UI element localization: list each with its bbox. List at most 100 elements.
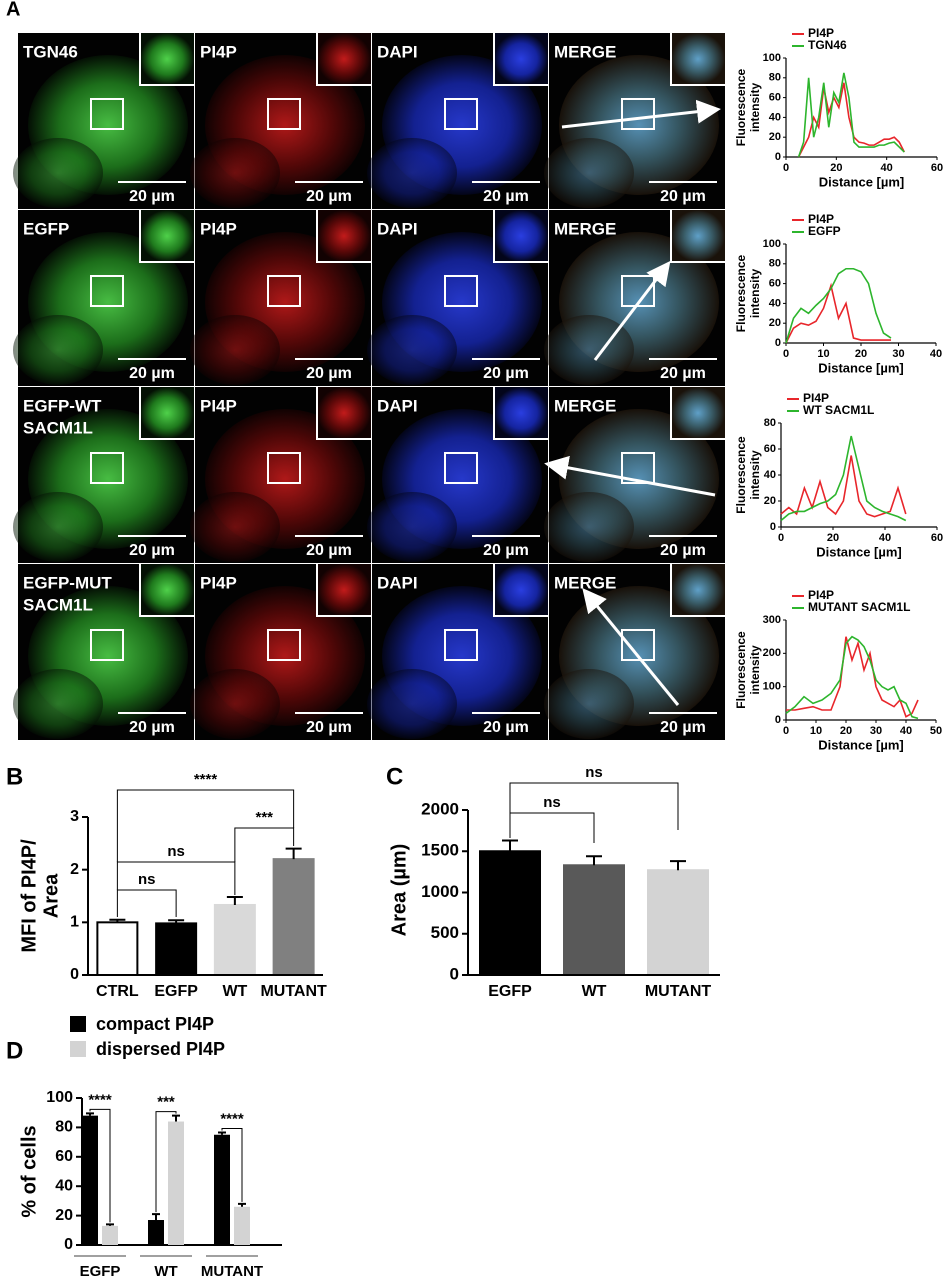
y-tick-label: 20 [55,1207,73,1224]
channel-label: DAPI [377,219,418,238]
channel-label: MERGE [554,396,616,415]
cell-signal [544,138,634,208]
inset [494,210,548,262]
y-tick-label: 2000 [421,799,459,818]
legend-label: PI4P [803,391,829,405]
inset-border [316,387,371,440]
inset-border [670,210,725,263]
x-tick-label: WT [582,983,607,1000]
error-bar [106,1223,114,1226]
roi-box [621,98,655,130]
cell-signal [544,315,634,385]
y-tick-label: 500 [431,923,459,942]
significance-bracket [116,889,177,917]
bar [647,869,709,976]
x-tick-label: 60 [931,162,943,174]
profile-line [785,267,892,344]
profile-arrow [593,260,671,361]
y-tick-label: 1 [70,914,79,931]
legend-label: PI4P [808,212,834,226]
legend-label: dispersed PI4P [96,1039,225,1059]
profile-line [797,82,905,158]
x-tick-label: MUTANT [201,1263,263,1280]
y-axis-label: intensity [748,645,762,695]
x-tick-label: 60 [931,532,943,544]
bar [272,858,315,977]
channel-label: PI4P [200,42,237,61]
inset [671,210,725,262]
inset-border [139,564,194,617]
inset [140,33,194,85]
channel-label: DAPI [377,42,418,61]
significance-label: *** [255,809,273,826]
scale-label: 20 µm [306,719,352,736]
y-axis-label: Fluorescence [734,631,748,709]
inset-border [670,33,725,86]
x-axis-label: Distance [µm] [818,737,904,752]
panel-letter: D [6,1037,23,1064]
y-tick-label: 0 [775,151,781,163]
y-axis-label: Area (µm) [388,844,410,937]
x-axis-label: Distance [µm] [819,174,905,189]
scale-label: 20 µm [306,542,352,559]
significance-label: ns [585,764,603,781]
x-tick-label: 50 [930,725,942,737]
cell-signal [367,669,457,739]
inset-border [316,33,371,86]
cell-signal [367,492,457,562]
significance-label: **** [220,1111,244,1128]
x-tick-label: 40 [881,162,893,174]
y-axis-label: intensity [748,269,762,319]
y-tick-label: 40 [55,1177,73,1194]
profile-arrow [561,99,721,129]
y-tick-label: 0 [770,521,776,533]
inset [140,387,194,439]
x-tick-label: CTRL [96,983,139,1000]
scale-label: 20 µm [660,542,706,559]
channel-label: SACM1L [23,595,93,614]
significance-label: ns [167,843,185,860]
cell-signal [13,138,103,208]
scale-label: 20 µm [129,188,175,205]
x-tick-label: 20 [827,532,839,544]
channel-label: MERGE [554,573,616,592]
y-axis-label: Fluorescence [734,436,748,514]
cell-signal [13,492,103,562]
error-bar [285,847,302,860]
roi-box [90,98,124,130]
legend-label: TGN46 [808,38,847,52]
y-tick-label: 100 [763,681,781,693]
significance-bracket [116,789,295,862]
scale-label: 20 µm [483,719,529,736]
y-axis-label: % of cells [18,1125,40,1217]
y-tick-label: 20 [769,317,781,329]
x-tick-label: 10 [810,725,822,737]
error-bar [502,839,518,852]
legend-label: MUTANT SACM1L [808,600,910,614]
bar [96,921,139,976]
channel-label: MERGE [554,219,616,238]
y-tick-label: 0 [775,337,781,349]
panel-letter: B [6,763,23,790]
y-axis-label: intensity [748,450,762,500]
inset-border [493,33,548,86]
inset [317,564,371,616]
inset [140,210,194,262]
legend-swatch [70,1016,86,1032]
inset [671,387,725,439]
cell-signal [13,669,103,739]
significance-bracket [509,812,595,843]
channel-label: EGFP [23,219,69,238]
scale-label: 20 µm [483,542,529,559]
inset [494,33,548,85]
scale-label: 20 µm [129,719,175,736]
roi-box [90,629,124,661]
scale-label: 20 µm [483,188,529,205]
roi-box [267,452,301,484]
y-tick-label: 0 [70,966,79,983]
cell-signal [190,492,280,562]
y-tick-label: 1000 [421,882,459,901]
scale-label: 20 µm [660,188,706,205]
inset-border [493,564,548,617]
x-tick-label: 0 [783,348,789,360]
